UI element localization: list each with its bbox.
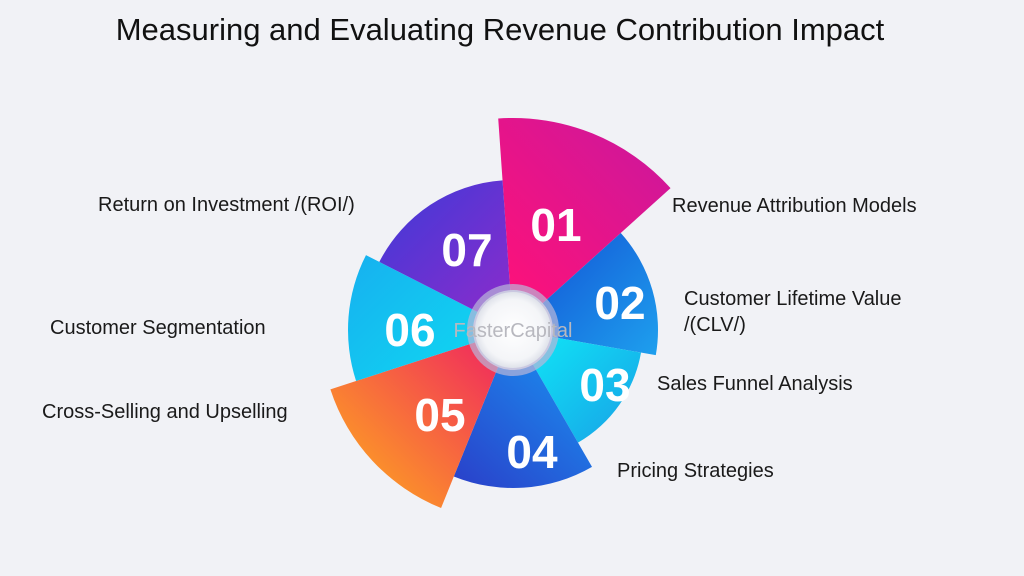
segment-01: [498, 118, 671, 304]
segment-05-number: 05: [414, 389, 465, 441]
segment-01-number: 01: [530, 199, 581, 251]
label-clv-line-2: /(CLV/): [684, 314, 746, 336]
segment-03: [533, 336, 642, 443]
label-return-on-investment: Return on Investment /(ROI/): [98, 194, 355, 216]
segment-04: [453, 364, 592, 489]
label-cross-selling-and-upselling: Cross-Selling and Upselling: [42, 401, 288, 423]
segment-04-number: 04: [506, 426, 558, 478]
label-revenue-attribution-models: Revenue Attribution Models: [672, 195, 917, 217]
label-customer-segmentation: Customer Segmentation: [50, 317, 266, 339]
label-sales-funnel-analysis: Sales Funnel Analysis: [657, 373, 853, 395]
segment-02-number: 02: [594, 277, 645, 329]
segment-07-number: 07: [441, 224, 492, 276]
label-pricing-strategies: Pricing Strategies: [617, 460, 774, 482]
segment-06: [348, 255, 478, 381]
label-clv-line-1: Customer Lifetime Value: [684, 288, 902, 310]
watermark-text: FasterCapital: [454, 320, 573, 342]
segment-03-number: 03: [579, 359, 630, 411]
segment-02: [542, 232, 658, 356]
segment-07: [379, 180, 511, 312]
segment-06-number: 06: [384, 304, 435, 356]
label-customer-lifetime-value: Customer Lifetime Value /(CLV/): [684, 286, 902, 338]
page-title: Measuring and Evaluating Revenue Contrib…: [115, 12, 885, 47]
hub-center: [475, 292, 551, 368]
segment-05: [330, 342, 499, 509]
